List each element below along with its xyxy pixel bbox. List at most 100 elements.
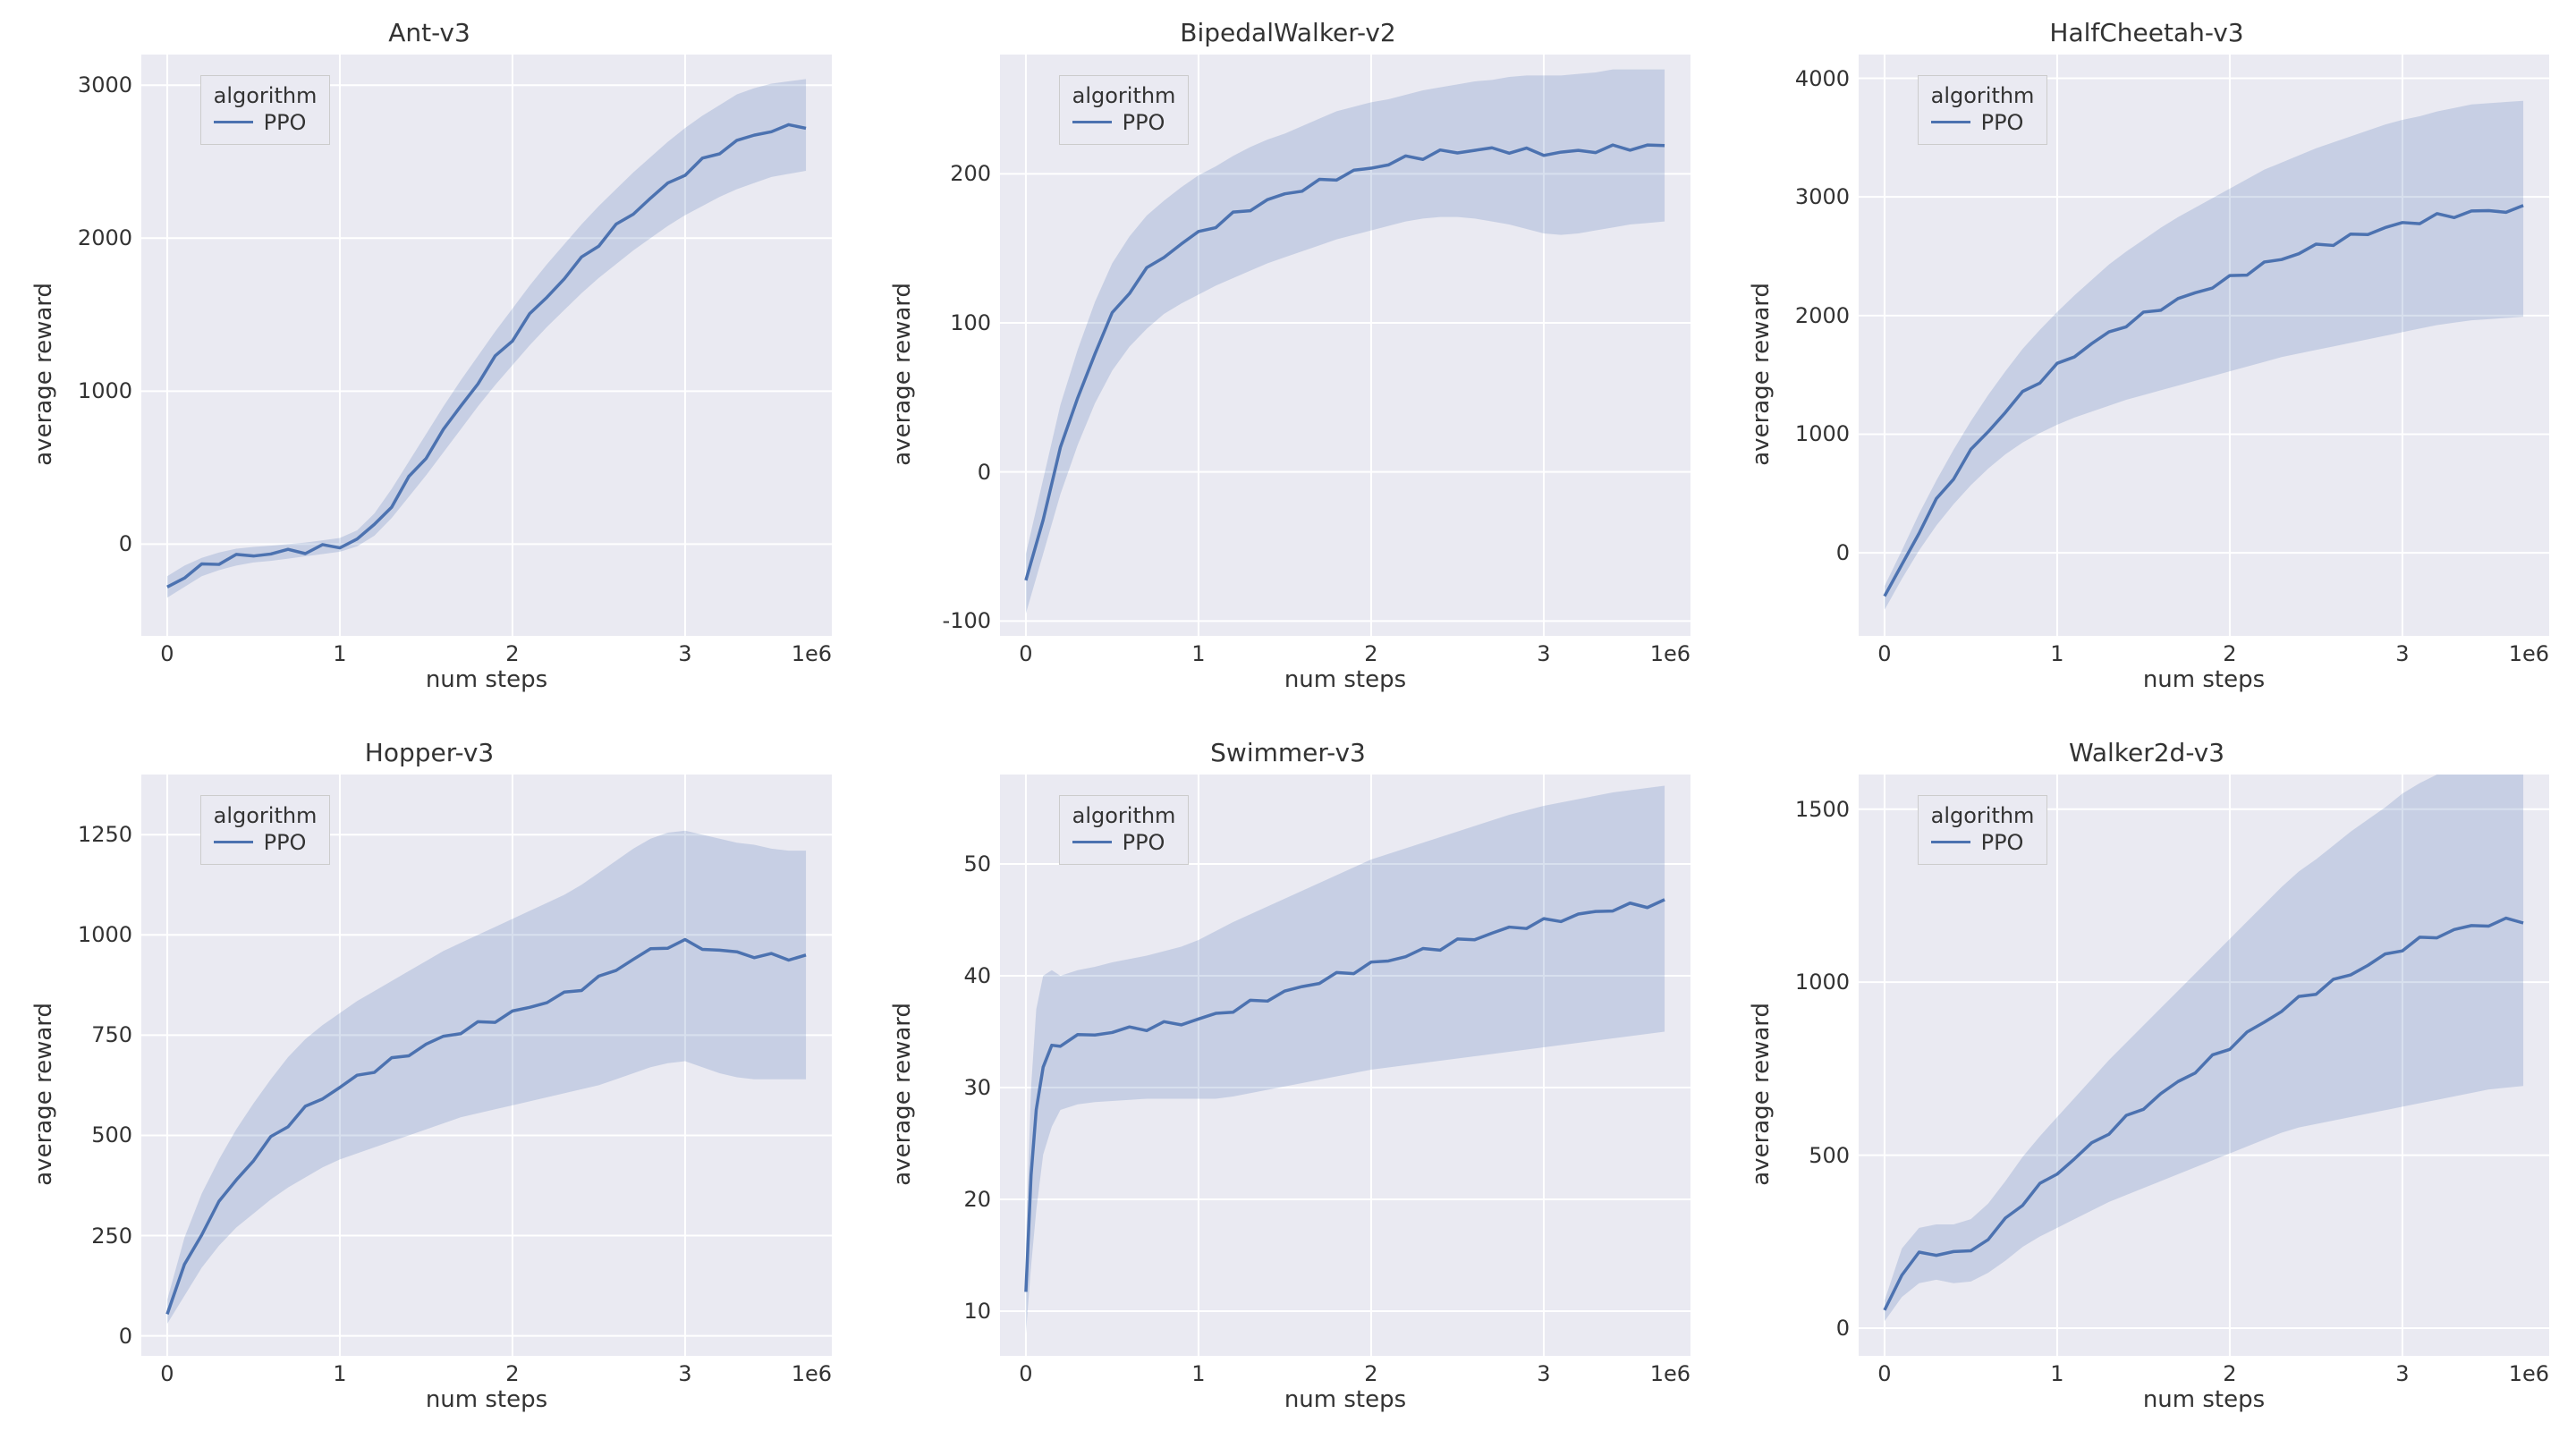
legend: algorithmPPO <box>1059 795 1190 865</box>
ytick: 1250 <box>78 824 132 845</box>
x-scale-label: 1e6 <box>792 1361 832 1386</box>
ytick: 1000 <box>1795 423 1850 445</box>
subplot-2: HalfCheetah-v3 average reward 0 1000 2000 300… <box>1744 18 2549 693</box>
xtick: 2 <box>1364 641 1377 666</box>
xtick: 2 <box>505 1361 519 1386</box>
xtick: 1 <box>1191 641 1205 666</box>
subplot-grid: Ant-v3average reward0100020003000algorit… <box>27 18 2549 1413</box>
ylabel: average reward <box>886 1003 919 1186</box>
xtick: 0 <box>160 1361 174 1386</box>
legend-line-swatch <box>214 841 253 843</box>
legend-title: algorithm <box>214 83 318 108</box>
ylabel: average reward <box>886 283 919 466</box>
x-scale-label: 1e6 <box>2509 1361 2549 1386</box>
x-scale-label: 1e6 <box>1650 1361 1690 1386</box>
legend: algorithmPPO <box>1918 75 2048 145</box>
legend: algorithmPPO <box>200 795 331 865</box>
legend-item: PPO <box>1072 830 1176 855</box>
ytick: 1500 <box>1795 799 1850 820</box>
legend-item: PPO <box>214 110 318 135</box>
xticks: 01231e6 <box>1859 1356 2549 1383</box>
subplot-4: Swimmer-v3average reward1020304050algori… <box>886 738 1690 1413</box>
ytick: 40 <box>963 965 991 986</box>
legend-label: PPO <box>1981 830 2024 855</box>
legend-label: PPO <box>1981 110 2024 135</box>
subplot-title: Swimmer-v3 <box>1210 738 1366 767</box>
subplot-title: Hopper-v3 <box>365 738 494 767</box>
ytick: 200 <box>950 163 991 184</box>
legend-line-swatch <box>214 121 253 123</box>
xtick: 0 <box>1019 641 1032 666</box>
xlabel: num steps <box>1859 1383 2549 1413</box>
legend-item: PPO <box>1931 830 2035 855</box>
confidence-interval <box>1026 786 1665 1334</box>
xtick: 3 <box>678 1361 691 1386</box>
subplot-title: Walker2d-v3 <box>2069 738 2224 767</box>
ytick: 2000 <box>78 227 132 249</box>
ytick: 20 <box>963 1189 991 1210</box>
ytick: 1000 <box>78 380 132 402</box>
x-scale-label: 1e6 <box>792 641 832 666</box>
xticks: 01231e6 <box>1859 636 2549 663</box>
xtick: 2 <box>2223 1361 2236 1386</box>
xtick: 3 <box>2395 641 2409 666</box>
legend-item: PPO <box>214 830 318 855</box>
ytick: 0 <box>119 1325 132 1347</box>
ytick: 0 <box>978 461 991 483</box>
subplot-5: Walker2d-v3average reward050010001500alg… <box>1744 738 2549 1413</box>
plot-area: algorithmPPO <box>141 55 832 636</box>
xtick: 0 <box>160 641 174 666</box>
ytick: 50 <box>963 853 991 875</box>
ytick: 2000 <box>1795 305 1850 326</box>
ytick: 750 <box>91 1024 132 1046</box>
xlabel: num steps <box>1000 1383 1690 1413</box>
xticks: 01231e6 <box>141 636 832 663</box>
xlabel: num steps <box>1000 663 1690 693</box>
xticks: 0 1 2 3 1e6 <box>1000 636 1690 663</box>
x-scale-label: 1e6 <box>1650 641 1690 666</box>
legend-item: PPO <box>1931 110 2035 135</box>
xtick: 0 <box>1877 641 1891 666</box>
xticks: 01231e6 <box>141 1356 832 1383</box>
yticks: 050010001500 <box>1778 775 1859 1356</box>
ytick: 500 <box>91 1124 132 1146</box>
legend-line-swatch <box>1072 121 1112 123</box>
yticks: 025050075010001250 <box>61 775 141 1356</box>
legend-title: algorithm <box>214 803 318 828</box>
xtick: 1 <box>333 641 346 666</box>
legend: algorithmPPO <box>200 75 331 145</box>
legend-title: algorithm <box>1072 83 1176 108</box>
xtick: 2 <box>1364 1361 1377 1386</box>
ytick: 3000 <box>1795 186 1850 207</box>
subplot-title: BipedalWalker-v2 <box>1180 18 1395 47</box>
ytick: 100 <box>950 312 991 334</box>
subplot-1: BipedalWalker-v2average reward-100010020… <box>886 18 1690 693</box>
xticks: 01231e6 <box>1000 1356 1690 1383</box>
plot-area: algorithmPPO <box>1859 775 2549 1356</box>
xtick: 2 <box>2223 641 2236 666</box>
ytick: 250 <box>91 1225 132 1247</box>
legend: algorithmPPO <box>1059 75 1190 145</box>
legend-title: algorithm <box>1931 83 2035 108</box>
xtick: 3 <box>1537 641 1550 666</box>
legend-label: PPO <box>1123 830 1165 855</box>
legend-label: PPO <box>264 110 307 135</box>
xtick: 3 <box>678 641 691 666</box>
ytick: -100 <box>943 610 991 631</box>
ytick: 0 <box>1836 1317 1850 1339</box>
xtick: 3 <box>2395 1361 2409 1386</box>
yticks: -100 0 100 200 <box>919 55 1000 636</box>
plot-area: algorithmPPO <box>1859 55 2549 636</box>
ytick: 0 <box>119 533 132 555</box>
ytick: 500 <box>1809 1145 1850 1166</box>
xtick: 1 <box>2050 641 2063 666</box>
subplot-title: HalfCheetah-v3 <box>2049 18 2243 47</box>
legend-title: algorithm <box>1072 803 1176 828</box>
subplot-0: Ant-v3average reward0100020003000algorit… <box>27 18 832 693</box>
legend-item: PPO <box>1072 110 1176 135</box>
ylabel: average reward <box>1744 283 1778 466</box>
yticks: 1020304050 <box>919 775 1000 1356</box>
ytick: 3000 <box>78 74 132 96</box>
xlabel: num steps <box>1859 663 2549 693</box>
yticks: 01000200030004000 <box>1778 55 1859 636</box>
